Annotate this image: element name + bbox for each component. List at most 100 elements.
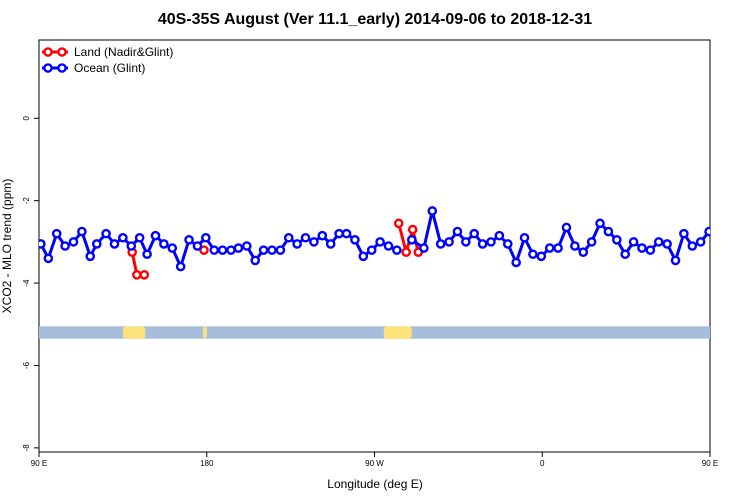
y-axis: 0 -2 -4 -6 -8 (22, 116, 39, 452)
data-point (358, 251, 369, 262)
data-point (393, 218, 404, 229)
data-point (91, 239, 102, 249)
data-point (77, 226, 87, 237)
land-patch (727, 326, 749, 338)
data-point (68, 237, 79, 247)
data-point (118, 232, 128, 243)
data-point (427, 206, 438, 216)
data-point (519, 232, 530, 243)
data-point (407, 224, 418, 235)
data-point (250, 255, 261, 266)
data-point (199, 245, 209, 255)
y-tick-label: -6 (22, 361, 31, 369)
data-point (511, 257, 521, 268)
data-point (167, 243, 178, 253)
data-point (586, 237, 597, 247)
data-point (722, 240, 729, 247)
data-point (101, 228, 111, 239)
data-point (201, 232, 211, 243)
data-point (444, 237, 454, 247)
data-point (150, 230, 161, 241)
legend-marker (43, 63, 53, 73)
data-point (242, 241, 252, 251)
data-point (662, 239, 672, 249)
land-patch (383, 326, 412, 339)
data-point (109, 239, 120, 249)
data-point (350, 235, 360, 245)
data-point (43, 253, 54, 264)
data-point (419, 243, 429, 253)
chart-title: 40S-35S August (Ver 11.1_early) 2014-09-… (158, 11, 592, 28)
legend-label: Land (Nadir&Glint) (74, 45, 173, 59)
series-line (736, 252, 746, 275)
data-point (267, 245, 277, 255)
data-point (341, 228, 352, 239)
data-point (570, 241, 580, 251)
data-point (553, 243, 563, 253)
data-point (383, 241, 394, 251)
data-point (732, 249, 739, 256)
data-point (502, 239, 513, 249)
data-point (132, 270, 142, 280)
data-point (469, 228, 480, 239)
legend-item: Land (Nadir&Glint) (42, 45, 173, 59)
x-tick-label: 90 E (31, 459, 47, 468)
y-tick-label: -8 (22, 444, 31, 452)
data-point (714, 253, 721, 260)
land-patch (122, 326, 146, 339)
data-point (704, 226, 710, 237)
data-point (192, 241, 203, 251)
legend: Land (Nadir&Glint) Ocean (Glint) (42, 45, 173, 75)
data-point (126, 241, 137, 251)
data-point (578, 247, 589, 257)
data-point (226, 245, 236, 255)
data-point (679, 228, 689, 239)
data-point (139, 270, 150, 280)
data-point (300, 232, 311, 243)
x-axis: 90 E 180 90 W 0 90 E (31, 452, 718, 468)
data-point (477, 239, 488, 249)
data-point (620, 249, 630, 260)
data-point (486, 237, 496, 247)
data-point (159, 239, 169, 249)
legend-label: Ocean (Glint) (74, 61, 145, 75)
x-tick-label: 90 E (702, 459, 718, 468)
y-tick-label: 0 (22, 116, 31, 121)
data-point (731, 230, 738, 237)
data-point (528, 249, 538, 260)
x-tick-label: 180 (200, 459, 214, 468)
data-point (406, 235, 417, 245)
data-point (309, 237, 319, 247)
y-axis-label: XCO2 - MLO trend (ppm) (0, 179, 14, 314)
data-point (366, 245, 377, 255)
legend-marker (57, 47, 67, 57)
data-point (233, 243, 244, 253)
data-point (325, 239, 336, 249)
data-point (645, 245, 656, 255)
data-point (452, 226, 463, 237)
data-point (142, 249, 152, 260)
data-point (653, 237, 664, 247)
y-tick-label: -4 (22, 279, 31, 287)
data-point (175, 261, 186, 272)
data-point (435, 239, 446, 249)
data-point (739, 240, 746, 247)
data-point (628, 237, 639, 247)
data-point (743, 271, 750, 278)
data-point (461, 237, 471, 247)
x-axis-label: Longitude (deg E) (327, 477, 422, 491)
land-ocean-band (39, 326, 749, 339)
data-point (334, 228, 344, 239)
data-point (392, 245, 402, 255)
data-point (184, 235, 194, 245)
data-point (60, 241, 70, 251)
data-point (401, 247, 411, 257)
data-point (737, 271, 744, 278)
data-point (85, 251, 96, 262)
series-ocean (39, 206, 746, 272)
data-point (670, 255, 681, 266)
data-point (217, 245, 228, 255)
legend-item: Ocean (Glint) (42, 61, 145, 75)
data-point (209, 245, 220, 255)
